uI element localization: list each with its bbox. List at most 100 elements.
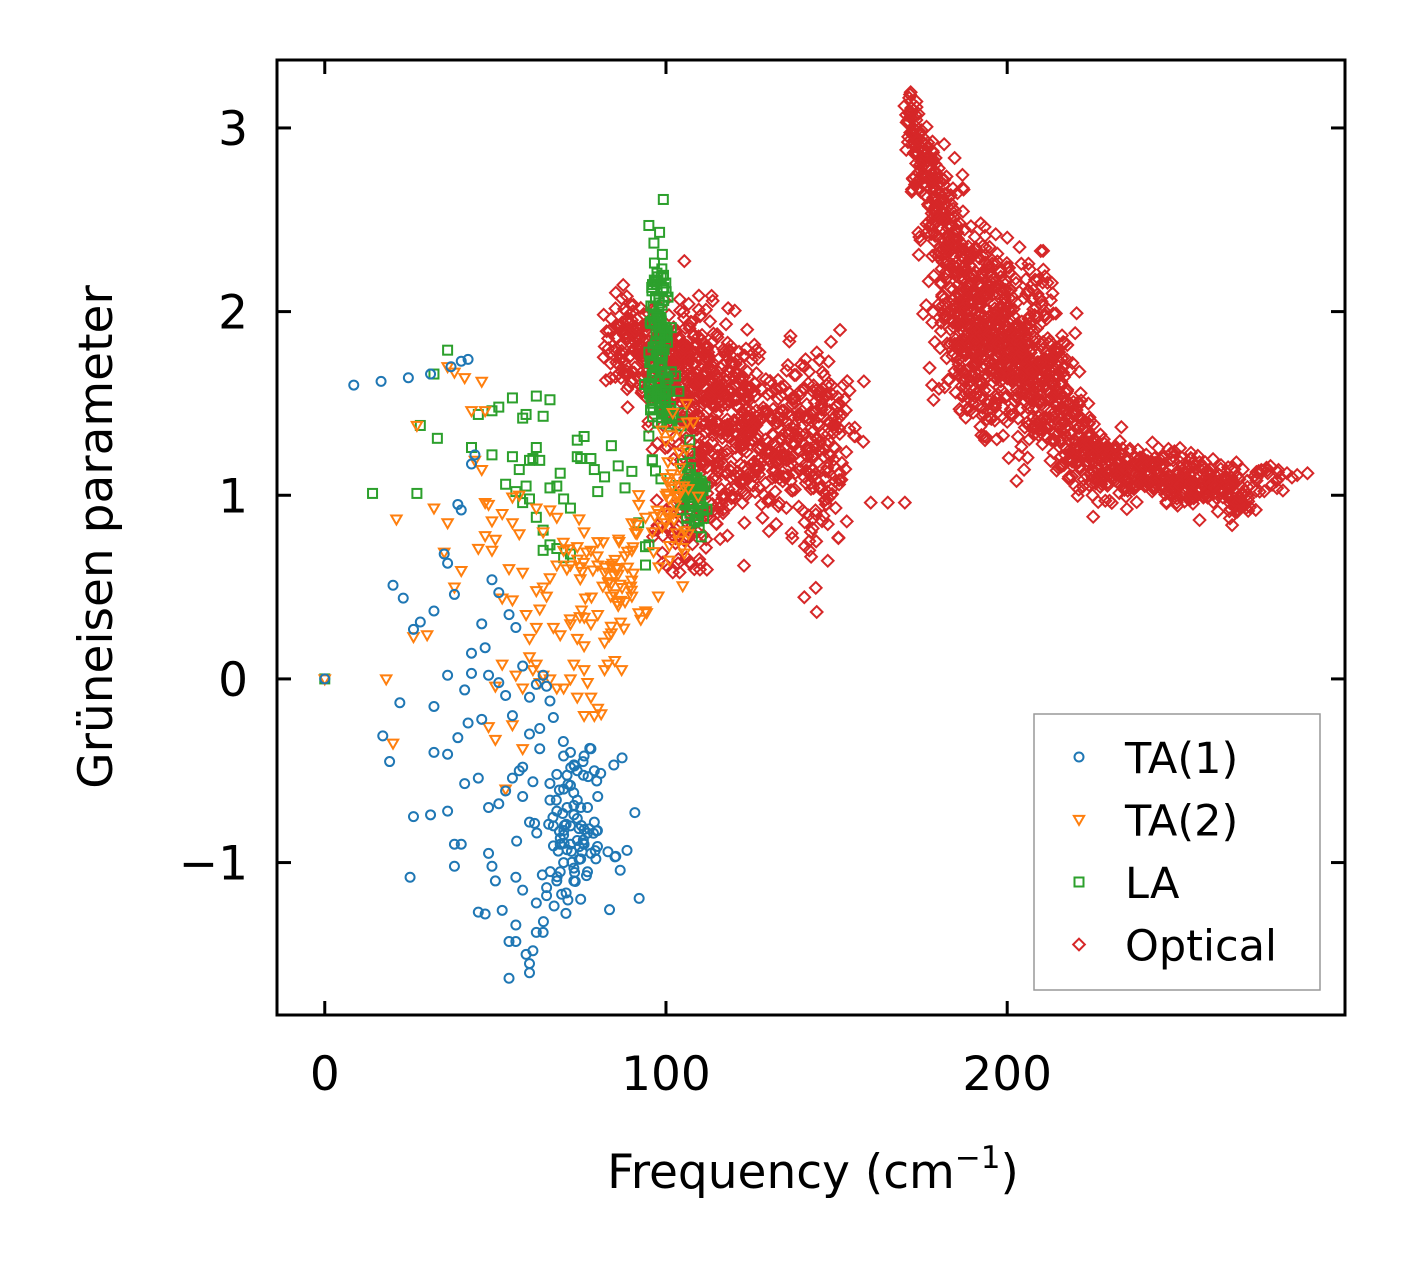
data-point [1269, 480, 1285, 496]
data-point [959, 287, 975, 303]
data-point [1053, 449, 1069, 464]
data-point [1051, 341, 1066, 357]
data-point [584, 619, 598, 632]
data-point [650, 436, 665, 451]
data-point [474, 464, 489, 477]
data-point [676, 481, 691, 494]
data-point [1034, 422, 1049, 437]
data-point [506, 710, 518, 722]
data-point [1213, 457, 1229, 473]
data-point [598, 373, 614, 388]
data-point [696, 396, 711, 411]
data-point [442, 805, 454, 817]
data-point [989, 372, 1004, 387]
data-point [1206, 494, 1221, 510]
data-point [972, 323, 987, 338]
data-point [638, 512, 653, 525]
data-point [708, 472, 724, 487]
data-point [645, 527, 660, 540]
data-point [536, 527, 551, 540]
data-point [515, 567, 530, 580]
data-point [658, 282, 670, 294]
data-point [793, 462, 808, 477]
data-point [510, 871, 522, 883]
data-point [1037, 269, 1053, 284]
legend-entry: TA(1) [1073, 734, 1238, 784]
data-point [815, 426, 830, 442]
data-point [598, 562, 613, 575]
data-point [669, 528, 684, 541]
data-point [570, 692, 585, 705]
data-point [709, 406, 725, 422]
data-point [573, 574, 588, 587]
data-point [697, 363, 713, 379]
data-point [967, 240, 983, 256]
data-point [812, 384, 827, 399]
data-point [653, 352, 665, 364]
data-point [547, 711, 559, 723]
data-point [531, 827, 543, 839]
data-point [666, 451, 681, 467]
data-point [464, 406, 479, 419]
data-point [563, 614, 578, 627]
data-point [505, 720, 520, 733]
data-point [788, 367, 804, 383]
data-point [534, 454, 546, 466]
data-point [712, 531, 728, 547]
data-point [958, 379, 973, 394]
data-point [526, 665, 540, 678]
data-point [558, 493, 570, 505]
data-point [926, 392, 941, 408]
data-point [709, 326, 725, 342]
data-point [503, 609, 515, 621]
data-point [551, 768, 563, 780]
data-point [823, 334, 839, 350]
data-point [1059, 382, 1075, 397]
data-point [1108, 438, 1123, 454]
data-point [486, 860, 498, 872]
data-point [472, 772, 484, 784]
data-point [737, 348, 752, 363]
data-point [662, 541, 677, 554]
data-point [613, 595, 628, 608]
data-point [394, 697, 406, 709]
data-point [1021, 256, 1036, 271]
data-point [692, 562, 708, 577]
y-tick-label: 3 [218, 102, 248, 157]
data-point [830, 389, 845, 405]
data-point [1183, 476, 1198, 492]
data-point [965, 296, 981, 311]
data-point [1065, 355, 1080, 371]
data-point [620, 546, 635, 559]
data-point [1034, 297, 1050, 313]
data-point [1031, 272, 1047, 287]
data-point [1249, 470, 1264, 485]
data-point [495, 659, 510, 672]
data-point [577, 665, 591, 678]
data-point [809, 345, 825, 360]
data-point [575, 801, 587, 813]
data-point [805, 462, 820, 478]
data-point [680, 417, 695, 430]
data-point [645, 404, 657, 416]
data-point [543, 505, 557, 518]
data-point [923, 226, 939, 242]
data-point [612, 536, 627, 549]
data-point [1228, 469, 1244, 484]
data-point [523, 493, 535, 505]
data-point [792, 387, 807, 403]
data-point [998, 307, 1014, 323]
data-point [841, 421, 857, 436]
data-point [1085, 470, 1100, 485]
data-point [1083, 426, 1098, 441]
data-point [624, 575, 639, 588]
data-point [1061, 452, 1076, 468]
data-point [476, 713, 488, 725]
data-point [603, 356, 618, 371]
data-point [967, 246, 983, 261]
data-point [564, 502, 576, 514]
data-point [554, 832, 566, 844]
data-point [763, 445, 778, 460]
data-point [607, 655, 622, 668]
data-point [577, 756, 589, 768]
